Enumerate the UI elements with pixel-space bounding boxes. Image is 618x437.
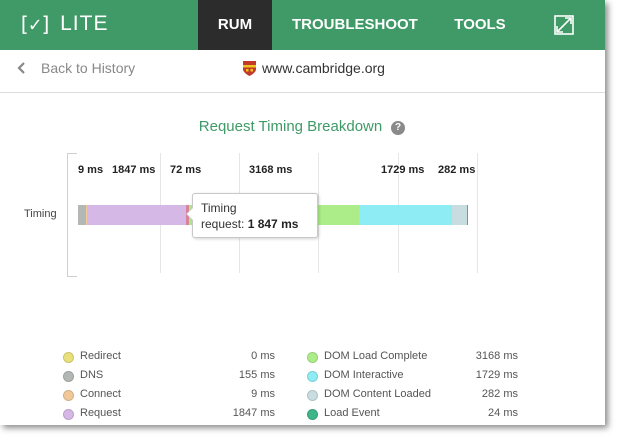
- site-url: www.cambridge.org: [243, 60, 385, 76]
- back-label: Back to History: [41, 60, 136, 76]
- gridline: [477, 153, 478, 273]
- data-label-dom-load-complete: 3168 ms: [249, 164, 293, 176]
- legend-value: 3168 ms: [475, 350, 518, 362]
- legend-label: DOM Load Complete: [324, 350, 428, 362]
- legend-label: DOM Content Loaded: [324, 388, 432, 400]
- legend-swatch: [307, 390, 318, 401]
- legend-item-connect[interactable]: Connect 9 ms: [63, 388, 275, 402]
- legend-item-load-event[interactable]: Load Event 24 ms: [307, 407, 518, 421]
- legend-swatch: [63, 409, 74, 420]
- legend-value: 155 ms: [238, 369, 275, 381]
- legend-item-dns[interactable]: DNS 155 ms: [63, 369, 275, 383]
- legend-swatch: [63, 371, 74, 382]
- legend-item-dom-interactive[interactable]: DOM Interactive 1729 ms: [307, 369, 518, 383]
- expand-icon[interactable]: [553, 14, 575, 36]
- legend-item-dom-content-loaded[interactable]: DOM Content Loaded 282 ms: [307, 388, 518, 402]
- y-axis-category: Timing: [24, 208, 57, 220]
- legend-item-dom-load-complete[interactable]: DOM Load Complete 3168 ms: [307, 350, 518, 364]
- app-window: [✓] LITE RUM TROUBLESHOOT TOOLS Back to …: [0, 0, 605, 421]
- legend-swatch: [63, 390, 74, 401]
- legend-swatch: [63, 352, 74, 363]
- data-label-dom-interactive: 1729 ms: [381, 164, 425, 176]
- bar-segment-dom-content-loaded[interactable]: [451, 205, 467, 225]
- legend-value: 1847 ms: [232, 407, 275, 419]
- chart-title-text: Request Timing Breakdown: [198, 118, 383, 135]
- legend-value: 0 ms: [251, 350, 275, 362]
- sub-header: Back to History www.cambridge.org: [0, 50, 605, 93]
- site-domain: www.cambridge.org: [262, 60, 385, 76]
- tooltip-label: request:: [201, 217, 245, 231]
- tooltip-line: request: 1 847 ms: [201, 217, 298, 231]
- tooltip-value: 1 847 ms: [247, 217, 299, 231]
- legend-item-redirect[interactable]: Redirect 0 ms: [63, 350, 275, 364]
- legend-value: 282 ms: [481, 388, 518, 400]
- legend-swatch: [307, 352, 318, 363]
- data-label-dom-content-loaded: 282 ms: [438, 164, 476, 176]
- legend-label: Request: [80, 407, 121, 419]
- bar-segment-dom-interactive[interactable]: [359, 205, 452, 225]
- bar-segment-load-event[interactable]: [466, 205, 469, 225]
- legend-item-request[interactable]: Request 1847 ms: [63, 407, 275, 421]
- legend-swatch: [307, 371, 318, 382]
- app-logo[interactable]: [✓] LITE: [18, 9, 108, 39]
- cambridge-shield-icon: [243, 60, 256, 76]
- top-bar: [✓] LITE RUM TROUBLESHOOT TOOLS: [0, 0, 605, 50]
- data-label-request: 1847 ms: [112, 164, 156, 176]
- timing-chart: Timing 9 ms 1847 ms 72 ms 3168 ms 1729 m…: [24, 153, 478, 277]
- legend-value: 9 ms: [251, 388, 275, 400]
- legend-value: 1729 ms: [475, 369, 518, 381]
- tab-tools[interactable]: TOOLS: [454, 16, 506, 33]
- legend-label: Load Event: [324, 407, 380, 419]
- tab-troubleshoot[interactable]: TROUBLESHOOT: [292, 16, 418, 33]
- help-icon[interactable]: ?: [391, 121, 405, 135]
- chart-title: Request Timing Breakdown: [0, 118, 605, 135]
- legend-value: 24 ms: [488, 407, 518, 419]
- tooltip-title: Timing: [201, 201, 237, 215]
- legend-label: DNS: [80, 369, 104, 381]
- data-label-connect: 9 ms: [78, 164, 104, 176]
- legend-label: Redirect: [80, 350, 121, 362]
- legend-label: DOM Interactive: [324, 369, 404, 381]
- bar-segment-dns[interactable]: [78, 205, 87, 225]
- bar-segment-request[interactable]: [86, 205, 186, 225]
- back-to-history-link[interactable]: Back to History: [15, 60, 135, 76]
- y-axis: [67, 153, 77, 277]
- logo-check-icon: [✓]: [18, 12, 52, 36]
- legend-label: Connect: [80, 388, 121, 400]
- legend-swatch: [307, 409, 318, 420]
- chart-tooltip: Timing request: 1 847 ms: [186, 193, 318, 238]
- data-label-response: 72 ms: [170, 164, 202, 176]
- tab-rum[interactable]: RUM: [198, 0, 272, 50]
- logo-text: LITE: [60, 12, 109, 35]
- chevron-left-icon: [17, 62, 25, 74]
